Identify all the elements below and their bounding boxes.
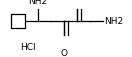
Text: O: O <box>74 0 81 2</box>
Text: O: O <box>60 48 67 57</box>
Text: NH2: NH2 <box>104 17 123 26</box>
Text: NH2: NH2 <box>28 0 48 6</box>
Text: HCl: HCl <box>20 42 36 51</box>
